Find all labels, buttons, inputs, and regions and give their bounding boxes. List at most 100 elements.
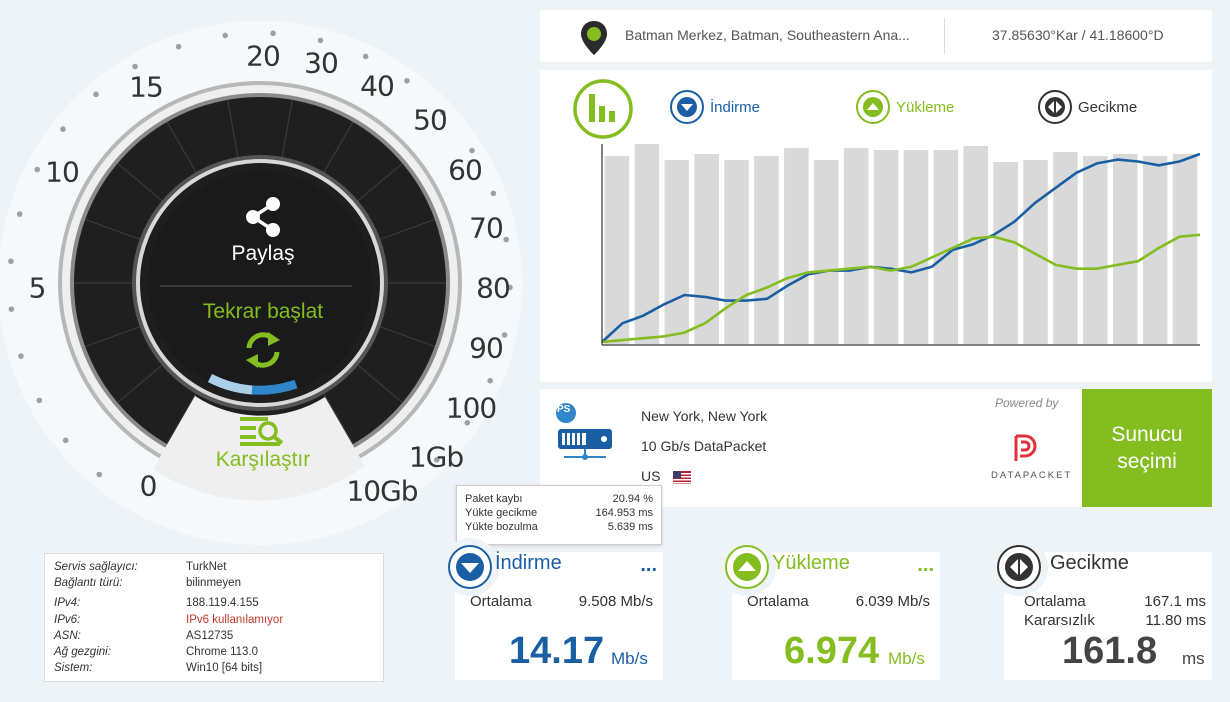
gauge-dot (60, 126, 66, 132)
gauge-dot (404, 77, 410, 84)
chart-bar (754, 156, 779, 344)
share-icon (246, 197, 280, 237)
gauge-dot (490, 190, 497, 197)
gauge-dot (96, 471, 103, 478)
info-value: Chrome 113.0 (186, 646, 259, 659)
gauge-dot (317, 37, 324, 44)
gauge-segment-line (372, 323, 435, 348)
restart-label: Tekrar başlat (202, 300, 324, 323)
tooltip-row: Paket kaybı 20.94 % (465, 492, 653, 506)
chart-bar (1112, 154, 1138, 344)
legend-upload[interactable]: Yükleme (856, 90, 954, 124)
legend-download[interactable]: İndirme (670, 90, 760, 124)
compare-label: Karşılaştır (215, 448, 311, 471)
tooltip-row: Yükte gecikme 164.953 ms (465, 506, 653, 520)
info-value: Win10 [64 bits] (186, 662, 263, 675)
download-title: İndirme (495, 552, 562, 574)
location-bar: Batman Merkez, Batman, Southeastern Ana.… (540, 10, 1212, 62)
info-value: bilinmeyen (186, 577, 241, 590)
chart-bar (873, 150, 899, 344)
gauge-dot (34, 166, 41, 173)
chart-series-line (601, 152, 1200, 343)
chart-icon[interactable] (572, 78, 634, 140)
chart-bar (1083, 156, 1108, 344)
download-card: İndirme ... Ortalama 9.508 Mb/s 14.17 Mb… (441, 538, 663, 680)
gauge-dot (433, 456, 440, 463)
upload-title: Yükleme (772, 552, 850, 574)
gauge-segment-line (351, 359, 403, 404)
tooltip-label: Paket kaybı (465, 493, 523, 505)
info-value: 188.119.4.155 (186, 597, 259, 610)
gauge-dot (270, 30, 276, 37)
download-avg-value: 9.508 Mb/s (578, 593, 653, 610)
upload-more-button[interactable]: ... (917, 554, 934, 576)
info-value: AS12735 (186, 629, 234, 642)
gauge-label-5: 5 (28, 271, 47, 305)
latency-icon (1038, 90, 1072, 124)
latency-card: Gecikme Ortalama 167.1 ms Kararsızlık 11… (990, 538, 1212, 680)
chart-bar (694, 154, 719, 344)
chart-bar (664, 160, 690, 344)
sponsor-name: DATAPACKET (991, 470, 1073, 481)
gauge-label-60: 60 (448, 153, 483, 187)
connection-info: Servis sağlayıcı: TurkNet Bağlantı türü: b… (44, 553, 384, 682)
legend-upload-label: Yükleme (896, 98, 955, 116)
latency-avg-label: Ortalama (1024, 593, 1086, 610)
chart-bar (604, 156, 630, 344)
server-country: US (641, 468, 661, 484)
tooltip-label: Yükte gecikme (465, 507, 538, 519)
info-value: IPv6 kullanılamıyor (186, 613, 284, 626)
server-city: New York, New York (641, 408, 768, 424)
server-icon (556, 403, 612, 460)
gauge-label-0: 0 (139, 469, 158, 503)
gauge-segment-line (280, 99, 293, 165)
chart-bar (843, 148, 869, 344)
gauge-dot (440, 109, 446, 116)
gauge-dot (487, 377, 493, 384)
upload-card-icon (718, 538, 776, 596)
chart-bar (1023, 160, 1048, 344)
gauge-label-40: 40 (360, 69, 395, 103)
gauge-segment-line (351, 162, 403, 207)
gauge-label-10: 10 (45, 155, 80, 189)
gauge-background (0, 21, 522, 545)
share-button[interactable]: Paylaş (190, 190, 336, 270)
legend-latency[interactable]: Gecikme (1038, 90, 1137, 124)
chart-bar (724, 160, 749, 344)
gauge-dot (93, 91, 99, 98)
latency-unit: ms (1182, 649, 1205, 668)
gauge-dot (8, 258, 14, 265)
location-pin-icon (581, 21, 607, 55)
info-label: Servis sağlayıcı: (54, 561, 138, 573)
gauge-segment-line (372, 218, 435, 243)
chart-bar (1172, 154, 1198, 344)
server-provider: 10 Gb/s DataPacket (641, 438, 767, 454)
download-more-button[interactable]: ... (640, 554, 657, 576)
gauge-label-10gb: 10Gb (346, 474, 418, 508)
restart-button[interactable]: Tekrar başlat (180, 296, 346, 376)
gauge-dot (222, 32, 229, 39)
coordinates-text: 37.85630°Kar / 41.18600°D (992, 27, 1164, 43)
latency-tooltip: Paket kaybı 20.94 % Yükte gecikme 164.95… (456, 485, 662, 545)
info-row: IPv4: 188.119.4.155 (54, 595, 374, 611)
gauge-dot (8, 306, 15, 312)
chart-bar (784, 148, 809, 344)
gauge-segment-line (166, 386, 201, 445)
info-label: IPv4: (54, 597, 81, 610)
latency-title: Gecikme (1050, 552, 1129, 574)
chart-bar (1053, 152, 1078, 344)
powered-by-label: Powered by (995, 396, 1059, 410)
download-value: 14.17 (509, 630, 605, 672)
upload-unit: Mb/s (888, 649, 925, 668)
gauge-dot (503, 236, 510, 243)
datapacket-logo-icon (1014, 434, 1037, 461)
gauge-dot (501, 332, 508, 338)
compare-icon (240, 417, 284, 446)
server-select-button[interactable]: Sunucu seçimi (1082, 389, 1212, 507)
refresh-icon (246, 332, 280, 368)
gauge-dot (36, 397, 43, 404)
compare-button[interactable]: Karşılaştır (198, 410, 328, 476)
gauge-dot (464, 419, 471, 426)
speed-chart (601, 144, 1200, 346)
latency-card-icon (990, 538, 1048, 596)
